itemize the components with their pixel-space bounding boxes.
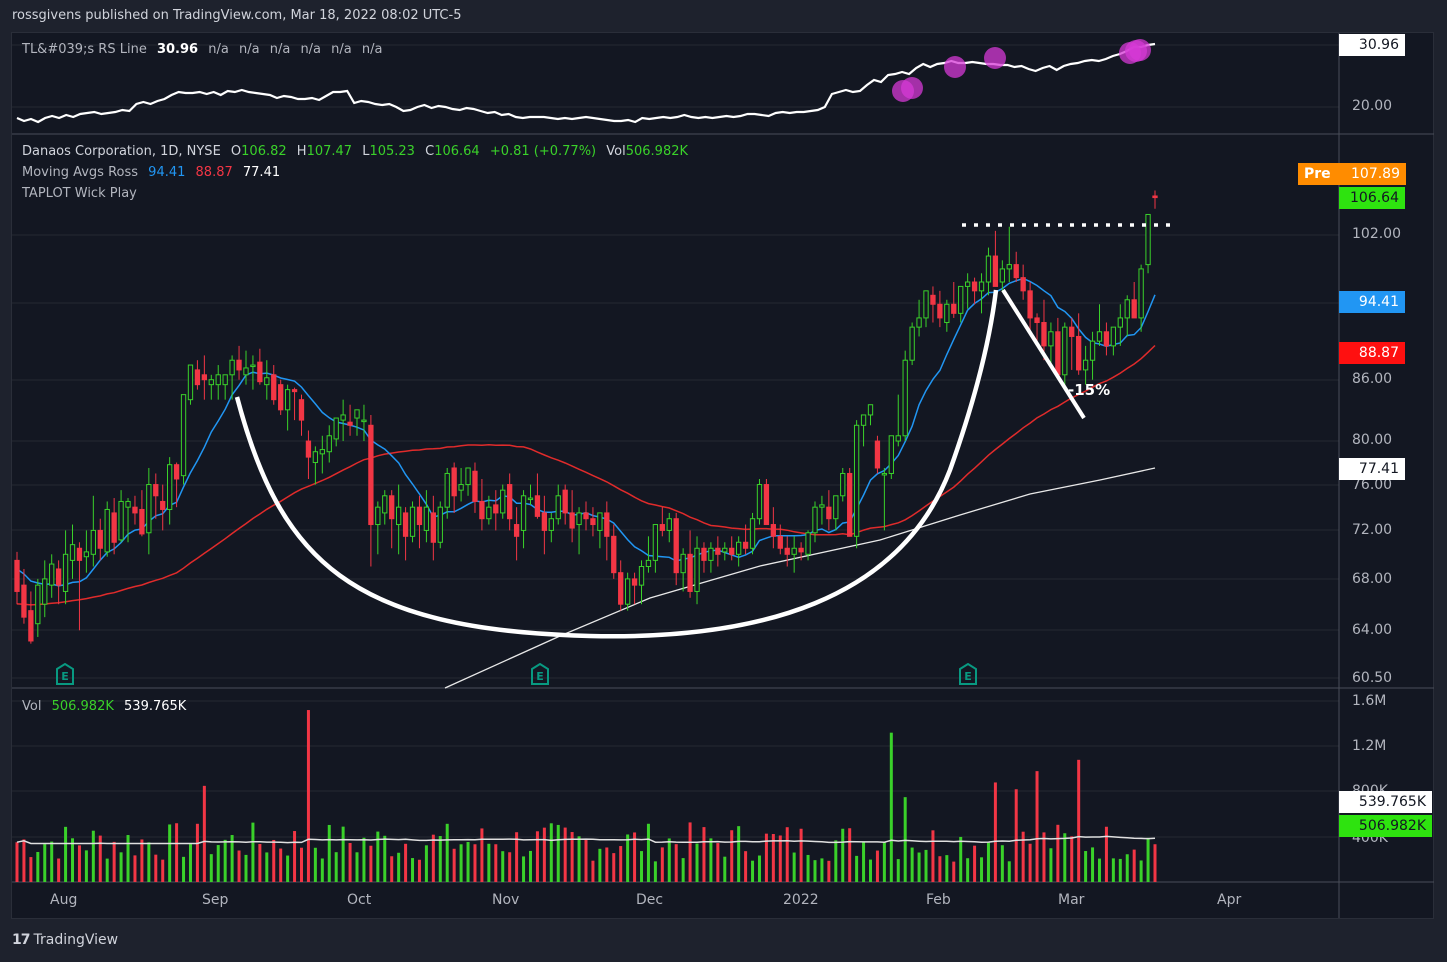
vol-axis-label: 1.2M [1352, 738, 1387, 754]
taplot-title[interactable]: TAPLOT Wick Play [22, 186, 137, 201]
price-axis-label: 68.00 [1352, 571, 1393, 587]
low-value: 105.23 [369, 144, 415, 159]
ma-title[interactable]: Moving Avgs Ross [22, 165, 139, 180]
earnings-icon[interactable]: E [54, 662, 76, 685]
rs-na: n/a [300, 42, 322, 57]
price-axis-label: 64.00 [1352, 622, 1393, 638]
premarket-tag: Pre 107.89 [1298, 163, 1406, 185]
ma-legend: Moving Avgs Ross 94.41 88.87 77.41 [22, 165, 286, 180]
rs-legend: TL&#039;s RS Line 30.96 n/a n/a n/a n/a … [22, 42, 389, 57]
brand-text: TradingView [33, 932, 119, 948]
pre-label: Pre [1304, 166, 1331, 182]
price-axis-label: 80.00 [1352, 432, 1393, 448]
pre-value: 107.89 [1351, 166, 1400, 182]
ma-fast-value: 94.41 [148, 165, 186, 180]
symbol-legend: Danaos Corporation, 1D, NYSE O106.82 H10… [22, 144, 694, 159]
time-label: Mar [1058, 892, 1085, 908]
open-label: O [230, 144, 242, 159]
time-label: Feb [926, 892, 951, 908]
ma-mid-value: 88.87 [195, 165, 233, 180]
svg-text:E: E [536, 670, 544, 683]
time-label: Aug [50, 892, 78, 908]
time-label: Dec [636, 892, 664, 908]
time-label: Nov [492, 892, 520, 908]
vol-tag: 506.982K [1339, 815, 1432, 837]
svg-text:E: E [61, 670, 69, 683]
pullback-annotation: -15% [1068, 381, 1111, 399]
time-label: Apr [1217, 892, 1242, 908]
close-label: C [425, 144, 435, 159]
vol-title[interactable]: Vol [22, 699, 42, 714]
vol-value: 506.982K [625, 144, 689, 159]
rs-axis-label: 20.00 [1352, 98, 1393, 114]
rs-na: n/a [361, 42, 383, 57]
price-axis-label: 76.00 [1352, 477, 1393, 493]
vol-label: Vol [606, 144, 626, 159]
close-value: 106.64 [434, 144, 480, 159]
earnings-icon[interactable]: E [529, 662, 551, 685]
last-price-tag: 106.64 [1339, 187, 1405, 209]
earnings-icon[interactable]: E [957, 662, 979, 685]
symbol-title[interactable]: Danaos Corporation, 1D, NYSE [22, 144, 221, 159]
rs-value-tag: 30.96 [1339, 34, 1405, 56]
chart-frame [11, 32, 1434, 919]
vol-ma-tag: 539.765K [1339, 791, 1432, 813]
rs-na: n/a [269, 42, 291, 57]
time-label: Oct [347, 892, 372, 908]
price-axis-label: 86.00 [1352, 371, 1393, 387]
tradingview-logo-icon: 17 [12, 932, 31, 948]
time-label: Sep [202, 892, 229, 908]
open-value: 106.82 [241, 144, 287, 159]
vol-ma-value: 539.765K [124, 699, 187, 714]
ma-slow-tag: 77.41 [1339, 458, 1405, 480]
price-axis-label: 102.00 [1352, 226, 1401, 242]
rs-value: 30.96 [156, 42, 199, 57]
publisher-header: rossgivens published on TradingView.com,… [12, 8, 462, 23]
vol-current: 506.982K [51, 699, 114, 714]
low-label: L [362, 144, 370, 159]
vol-axis-label: 1.6M [1352, 693, 1387, 709]
rs-na: n/a [238, 42, 260, 57]
high-value: 107.47 [306, 144, 353, 159]
taplot-legend: TAPLOT Wick Play [22, 186, 143, 201]
high-label: H [296, 144, 307, 159]
vol-legend: Vol 506.982K 539.765K [22, 699, 192, 714]
rs-title: TL&#039;s RS Line [22, 42, 147, 57]
tradingview-brand[interactable]: 17 TradingView [12, 932, 118, 948]
price-axis-label: 72.00 [1352, 522, 1393, 538]
svg-text:E: E [964, 670, 972, 683]
change-value: +0.81 (+0.77%) [489, 144, 597, 159]
rs-na: n/a [208, 42, 229, 57]
ma-fast-tag: 94.41 [1339, 291, 1405, 313]
time-label: 2022 [783, 892, 819, 908]
ma-mid-tag: 88.87 [1339, 342, 1405, 364]
ma-slow-value: 77.41 [242, 165, 281, 180]
rs-na: n/a [331, 42, 352, 57]
price-axis-label: 60.50 [1352, 670, 1393, 686]
